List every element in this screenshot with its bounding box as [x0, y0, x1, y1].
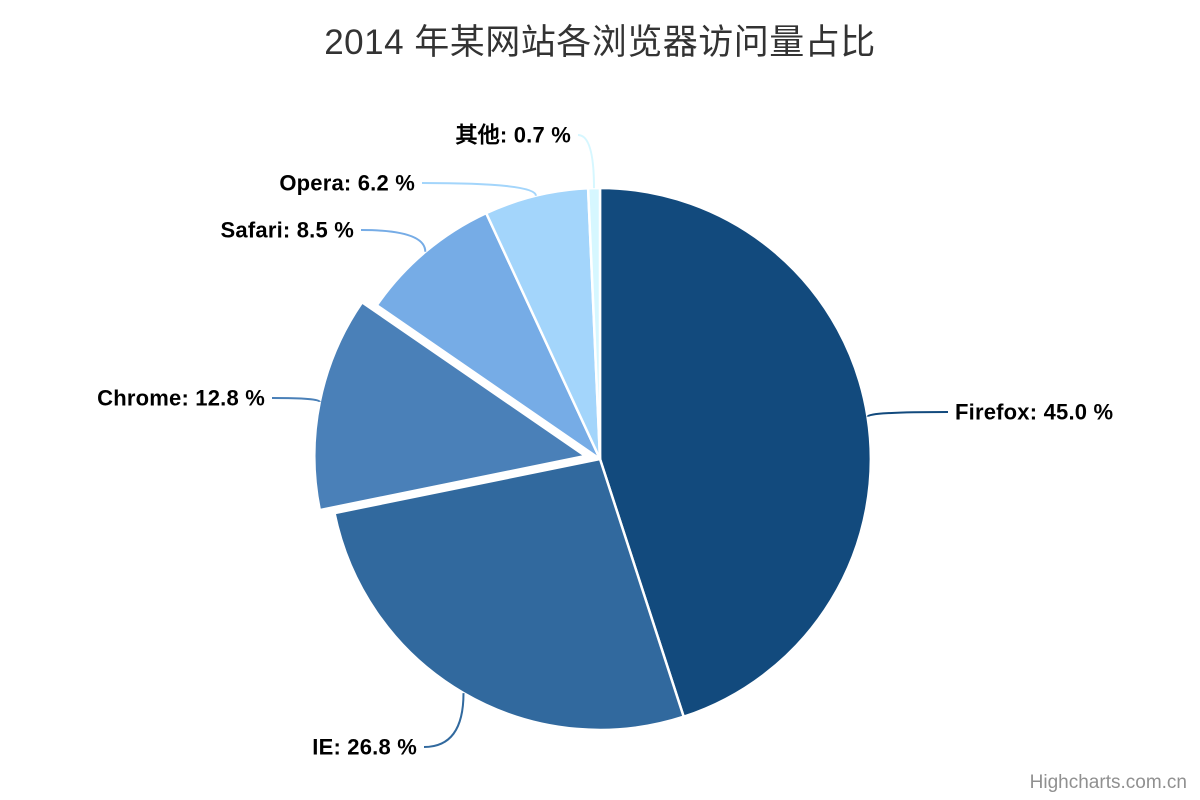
pie-slice-ie[interactable] [333, 457, 685, 732]
pie-connector-other [577, 134, 595, 189]
pie-label-opera: Opera: 6.2 % [279, 171, 415, 196]
pie-label-ie: IE: 26.8 % [312, 735, 417, 760]
pie-label-firefox: Firefox: 45.0 % [955, 400, 1113, 425]
pie-connector-opera [421, 182, 537, 197]
pie-connector-ie [423, 693, 465, 748]
chart-title: 2014 年某网站各浏览器访问量占比 [324, 23, 876, 62]
pie-connector-safari [360, 229, 427, 252]
pie-label-other: 其他: 0.7 % [456, 123, 572, 148]
pie-connector-firefox [866, 411, 949, 418]
pie-label-safari: Safari: 8.5 % [221, 218, 354, 243]
pie-slice-safari[interactable] [375, 211, 602, 461]
pie-connector-chrome [271, 397, 321, 403]
pie-slice-firefox[interactable] [598, 186, 873, 718]
pie-label-chrome: Chrome: 12.8 % [97, 386, 265, 411]
credits-link[interactable]: Highcharts.com.cn [1029, 772, 1187, 793]
